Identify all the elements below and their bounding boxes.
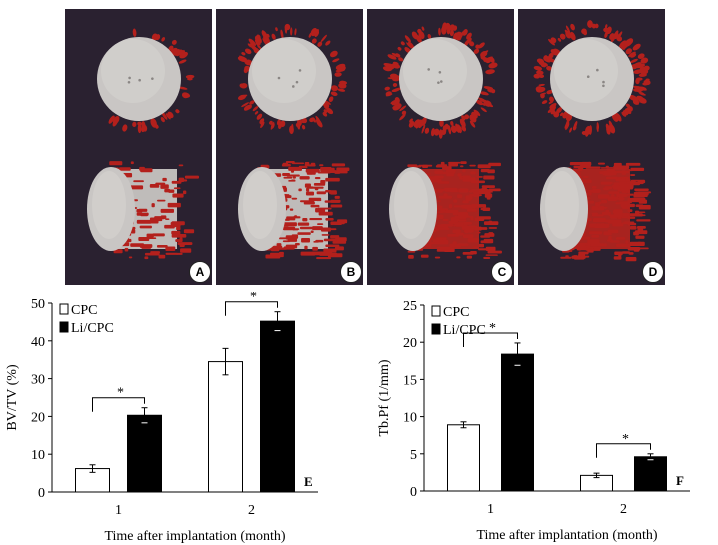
legend-label: CPC [443,305,469,320]
significance-bracket [92,397,145,412]
y-tick-label: 50 [31,297,45,312]
microct-image-c [382,22,502,259]
panel-label: F [676,473,684,488]
microct-panel-d: D [518,9,665,285]
y-tick-label: 0 [38,486,45,501]
microct-panel-a: A [65,9,212,285]
chart-bv-tv: 0 10 20 30 40 50 BV/TV (%) 1 * 2 * Time after impla… [5,292,318,544]
microct-image-d [533,20,652,262]
bar-licpc-1 [501,353,534,492]
y-tick-label: 20 [31,410,45,425]
y-tick-label: 15 [403,373,417,388]
y-tick-label: 0 [410,485,417,500]
panel-label-d: D [642,261,664,283]
bar-licpc-2 [260,320,295,493]
panel-label-a: A [189,261,211,283]
legend-swatch [59,321,69,333]
y-tick-label: 5 [410,448,417,463]
bar-cpc-2 [208,361,243,493]
bone-ring [108,28,195,134]
significance-bracket [463,332,518,347]
x-tick-label: 2 [248,503,255,518]
y-tick-label: 40 [31,335,45,350]
y-tick-label: 10 [403,411,417,426]
bone-ring [533,20,651,137]
legend-swatch [431,323,441,335]
significance-star: * [622,432,629,447]
bar-licpc-2 [634,456,667,492]
significance-star: * [489,321,496,336]
y-axis-label: Tb.Pf (1/mm) [377,359,392,436]
bar-cpc-1 [447,424,480,492]
significance-star: * [117,386,124,401]
y-tick-label: 25 [403,299,417,314]
legend-swatch [59,303,69,315]
microct-panel-c: C [367,9,514,285]
x-tick-label: 1 [115,503,122,518]
legend-label: Li/CPC [71,321,114,336]
significance-star: * [250,292,257,305]
bar-licpc-1 [127,414,162,493]
legend-label: CPC [71,303,97,318]
panel-label-b: B [340,261,362,283]
panel-label-c: C [491,261,513,283]
microct-image-b [237,23,350,260]
bone-ring [382,22,498,139]
panel-label: E [304,474,313,489]
significance-bracket [596,443,651,458]
x-axis-label: Time after implantation (month) [476,528,657,543]
x-tick-label: 1 [487,502,494,517]
x-axis-label: Time after implantation (month) [104,529,285,544]
bone-ring [237,23,348,135]
microct-image-a [87,28,200,260]
legend-swatch [431,305,441,317]
y-tick-label: 20 [403,336,417,351]
microct-panel-b: B [216,9,363,285]
x-tick-label: 2 [620,502,627,517]
y-tick-label: 30 [31,373,45,388]
y-tick-label: 10 [31,448,45,463]
y-axis-label: BV/TV (%) [5,364,20,431]
chart-tb-pf: 0 5 10 15 20 25 Tb.Pf (1/mm) 1 * 2 * Time after imp… [377,299,690,543]
significance-bracket [225,301,278,316]
legend-label: Li/CPC [443,323,486,338]
